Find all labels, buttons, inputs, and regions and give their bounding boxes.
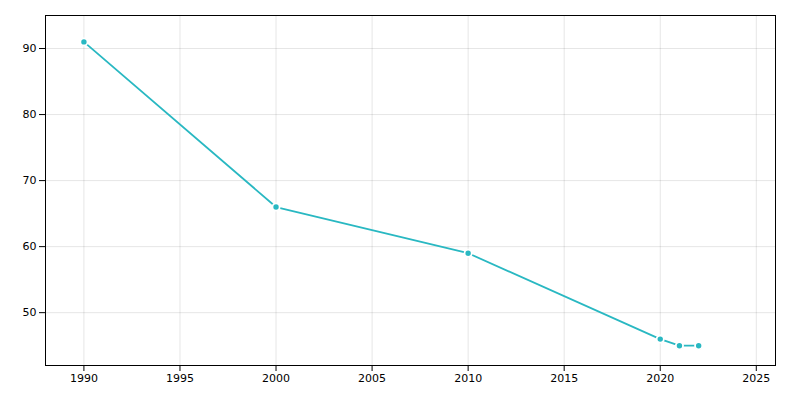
svg-text:2015: 2015 — [550, 372, 578, 385]
svg-text:2010: 2010 — [454, 372, 482, 385]
svg-text:80: 80 — [23, 108, 37, 121]
svg-text:60: 60 — [23, 240, 37, 253]
svg-text:1990: 1990 — [70, 372, 98, 385]
svg-text:2005: 2005 — [358, 372, 386, 385]
svg-text:90: 90 — [23, 42, 37, 55]
svg-text:2000: 2000 — [262, 372, 290, 385]
svg-text:70: 70 — [23, 174, 37, 187]
svg-text:1995: 1995 — [166, 372, 194, 385]
svg-text:2025: 2025 — [742, 372, 770, 385]
svg-text:50: 50 — [23, 306, 37, 319]
svg-text:2020: 2020 — [646, 372, 674, 385]
